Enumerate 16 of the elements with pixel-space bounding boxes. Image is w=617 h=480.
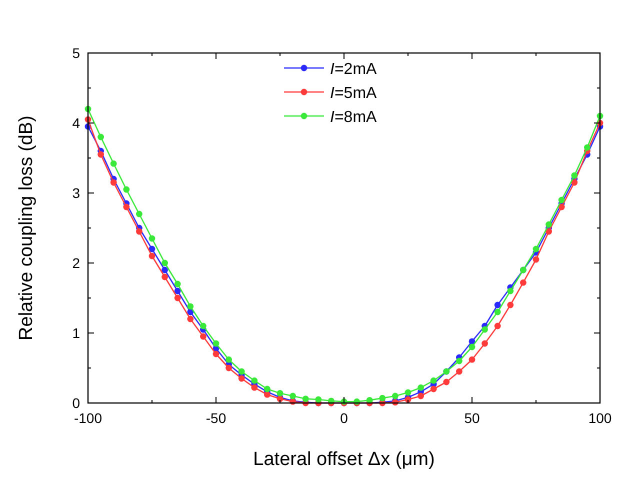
x-tick-label: -50: [206, 410, 226, 426]
y-tick-label: 0: [72, 395, 80, 411]
x-tick-label: 0: [340, 410, 348, 426]
y-tick-label: 4: [72, 115, 80, 131]
y-tick-label: 3: [72, 185, 80, 201]
y-tick-label: 2: [72, 255, 80, 271]
y-tick-label: 5: [72, 45, 80, 61]
y-tick-label: 1: [72, 325, 80, 341]
legend-label: I=8mA: [330, 109, 378, 126]
x-axis-title: Lateral offset Δx (μm): [253, 449, 435, 470]
x-tick-label: 50: [464, 410, 480, 426]
x-tick-label: 100: [588, 410, 612, 426]
x-tick-label: -100: [74, 410, 102, 426]
legend-label: I=5mA: [330, 85, 378, 102]
y-axis-title: Relative coupling loss (dB): [16, 116, 37, 340]
legend-label: I=2mA: [330, 61, 378, 78]
